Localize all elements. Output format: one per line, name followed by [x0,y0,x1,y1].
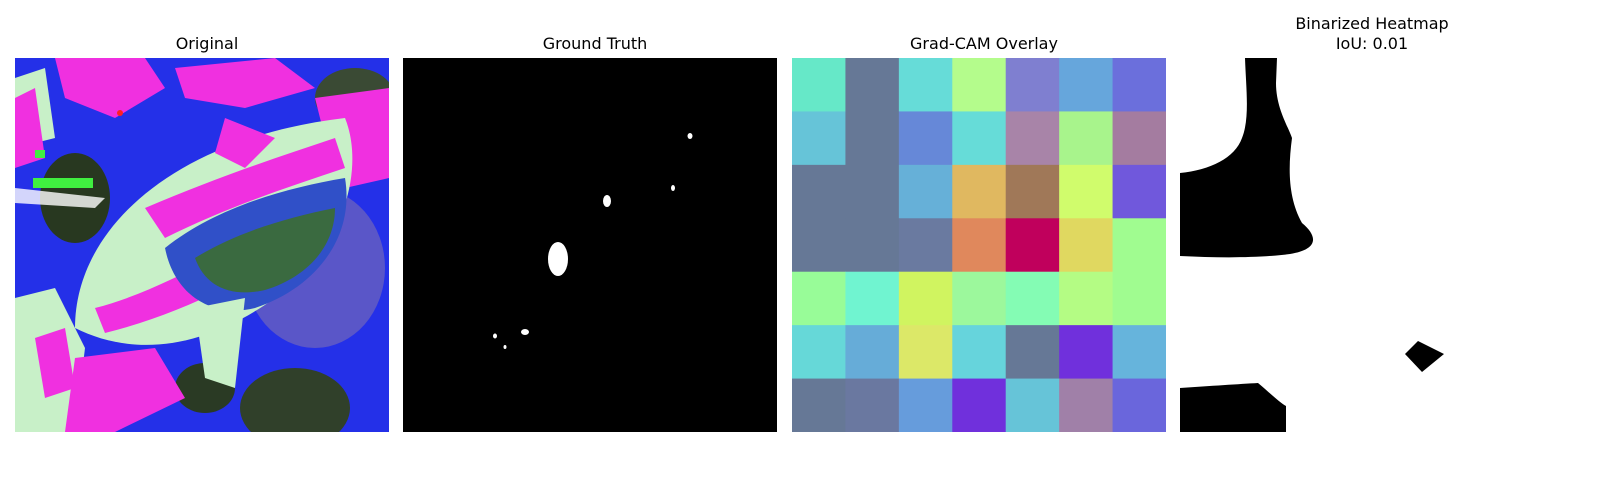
binarized-heatmap [1180,58,1554,432]
gradcam-cell [845,58,900,112]
gradcam-overlay [792,58,1166,432]
gradcam-cell [1112,218,1166,273]
gradcam-cell [1112,271,1166,326]
gradcam-cell [898,164,953,219]
gradcam-cell [792,378,846,432]
ground-truth-mask [403,58,777,432]
gradcam-cell [845,325,900,380]
original-title: Original [175,34,239,53]
gradcam-cell [845,164,900,219]
gradcam-cell [845,378,900,432]
gradcam-cell [1005,325,1060,380]
gradcam-cell [1059,58,1114,112]
gradcam-cell [792,218,846,273]
gradcam-title: Grad-CAM Overlay [910,34,1058,53]
gradcam-cell [898,271,953,326]
gradcam-cell [1112,58,1166,112]
gradcam-cell [1112,111,1166,166]
gradcam-cell [1005,271,1060,326]
gradcam-cell [792,271,846,326]
gradcam-cell [952,271,1007,326]
gradcam-cell [898,58,953,112]
binarized-title: Binarized Heatmap [1295,14,1449,33]
gradcam-cell [792,164,846,219]
gradcam-cell [952,218,1007,273]
gradcam-cell [952,58,1007,112]
gradcam-cell [1005,111,1060,166]
gradcam-cell [1059,218,1114,273]
gradcam-cell [1112,378,1166,432]
gradcam-cell [1005,164,1060,219]
gradcam-cell [1005,218,1060,273]
gradcam-cell [792,58,846,112]
gradcam-cell [898,378,953,432]
gradcam-cell [792,325,846,380]
gradcam-cell [952,164,1007,219]
gradcam-cell [1059,325,1114,380]
gradcam-cell [1059,378,1114,432]
gradcam-cell [792,111,846,166]
gradcam-cell [845,111,900,166]
gradcam-cell [1112,325,1166,380]
gradcam-cell [1005,378,1060,432]
gradcam-cell [1059,111,1114,166]
iou-label: IoU: 0.01 [1335,34,1409,53]
gradcam-cell [952,378,1007,432]
gradcam-cell [1059,271,1114,326]
original-image [15,58,389,432]
gradcam-cell [1059,164,1114,219]
gradcam-cell [898,325,953,380]
gradcam-cell [898,111,953,166]
gradcam-cell [1005,58,1060,112]
gradcam-cell [845,271,900,326]
gradcam-cell [1112,164,1166,219]
gradcam-cell [898,218,953,273]
gradcam-cell [952,111,1007,166]
ground-truth-title: Ground Truth [542,34,648,53]
gradcam-cell [845,218,900,273]
gradcam-cell [952,325,1007,380]
